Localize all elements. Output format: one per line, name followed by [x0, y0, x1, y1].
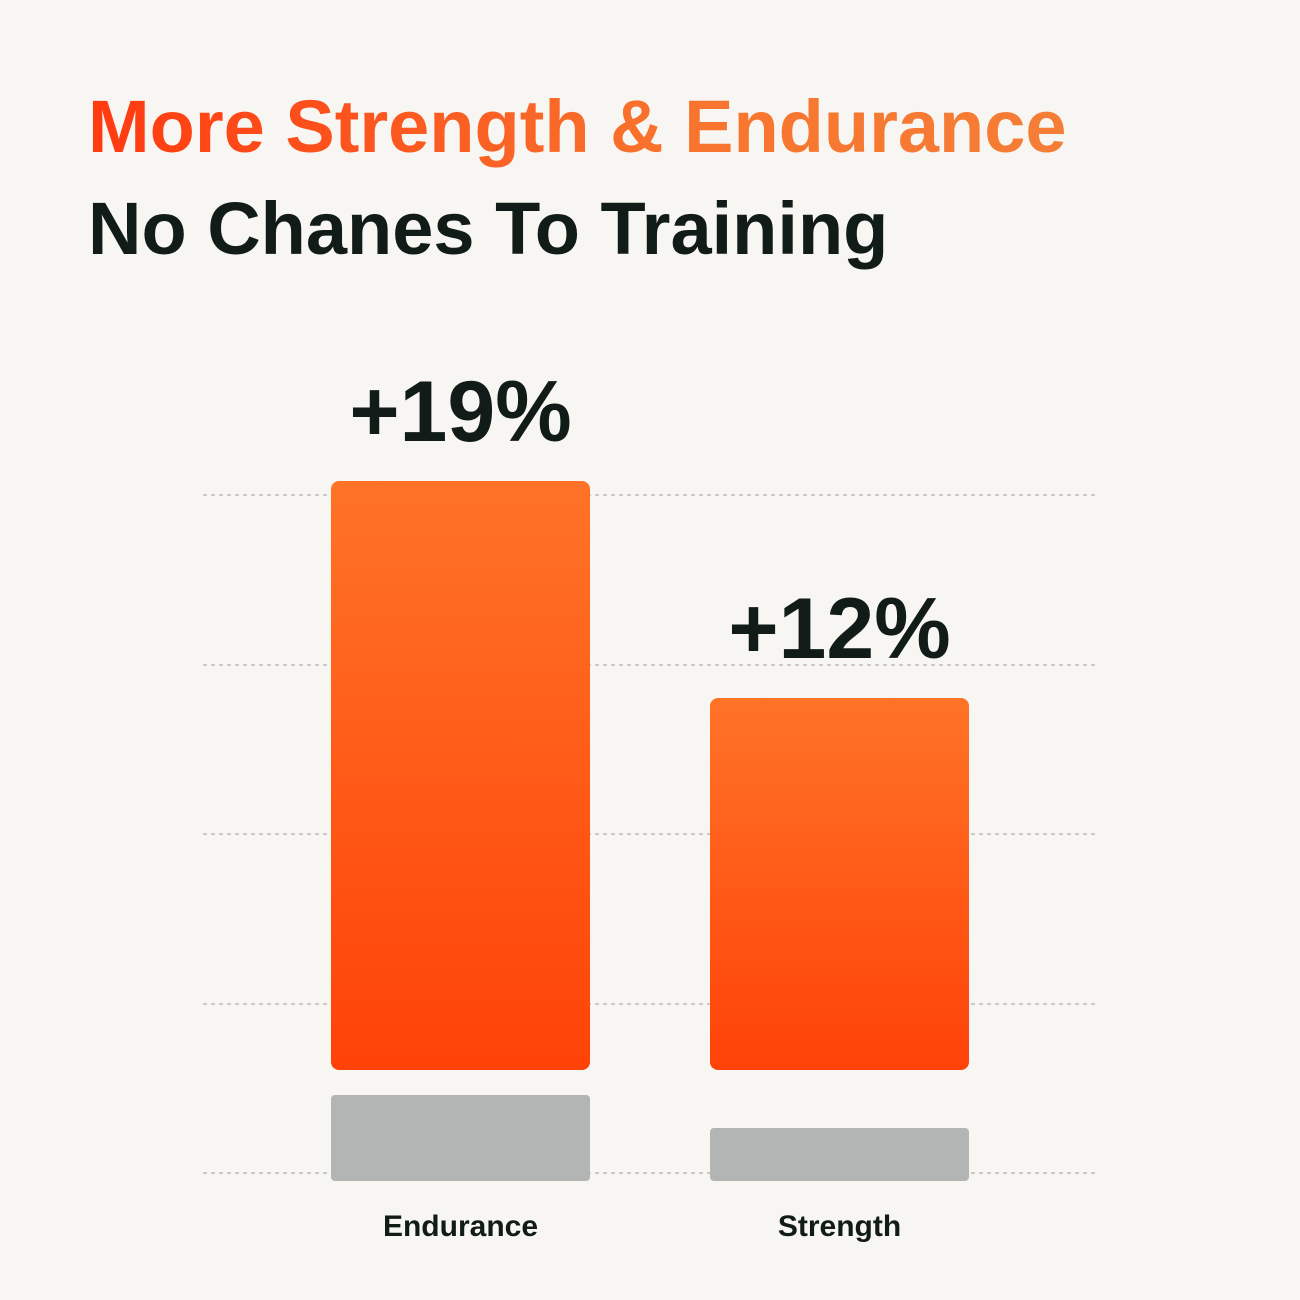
bar	[331, 481, 590, 1070]
baseline-block	[710, 1128, 969, 1181]
x-tick-label: Endurance	[383, 1210, 538, 1243]
chart-subtitle: No Chanes To Training	[88, 187, 888, 270]
value-label: +19%	[349, 364, 571, 460]
baseline-block	[331, 1095, 590, 1181]
bar	[710, 698, 969, 1070]
x-tick-label: Strength	[778, 1210, 901, 1243]
value-label: +12%	[728, 581, 950, 677]
chart-title: More Strength & Endurance	[88, 85, 1067, 168]
